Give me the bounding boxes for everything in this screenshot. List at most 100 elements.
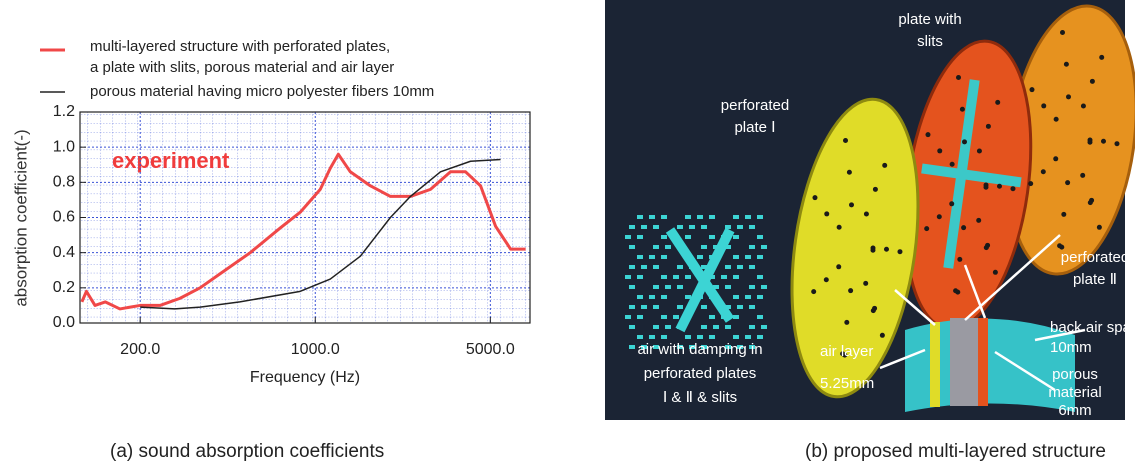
hole: [977, 148, 982, 153]
air-dot: [701, 305, 707, 309]
air-dot: [733, 235, 739, 239]
air-dot: [761, 245, 767, 249]
diagram-label: perforated: [721, 97, 789, 114]
x-tick-label: 5000.0: [466, 341, 515, 358]
air-dot: [709, 235, 715, 239]
air-dot: [757, 235, 763, 239]
hole: [1064, 62, 1069, 67]
hole: [812, 195, 817, 200]
air-dot: [737, 305, 743, 309]
air-dot: [685, 295, 691, 299]
air-dot: [677, 285, 683, 289]
air-dot: [685, 235, 691, 239]
air-dot: [653, 285, 659, 289]
air-dot: [733, 335, 739, 339]
legend-entry: porous material having micro polyester f…: [90, 81, 434, 102]
diagram-label: perforated plates: [644, 365, 757, 382]
diagram-label: Ⅰ & Ⅱ & slits: [663, 389, 737, 406]
hole: [1054, 117, 1059, 122]
hole: [880, 333, 885, 338]
air-dot: [745, 215, 751, 219]
air-dot: [649, 295, 655, 299]
diagram-label: 10mm: [1050, 339, 1092, 356]
hole: [870, 248, 875, 253]
air-dot: [629, 225, 635, 229]
hole: [824, 277, 829, 282]
air-dot: [673, 275, 679, 279]
hole: [997, 184, 1002, 189]
hole: [1101, 139, 1106, 144]
hole: [1065, 180, 1070, 185]
page: Frequency (Hz) absorption coefficient(-)…: [0, 0, 1135, 475]
hole: [960, 107, 965, 112]
diagram-label: porous: [1052, 366, 1098, 383]
air-dot: [697, 335, 703, 339]
air-dot: [697, 215, 703, 219]
air-dot: [653, 225, 659, 229]
hole: [962, 139, 967, 144]
air-dot: [757, 335, 763, 339]
hole: [844, 320, 849, 325]
air-dot: [749, 225, 755, 229]
hole: [849, 202, 854, 207]
air-dot: [637, 295, 643, 299]
air-dot: [629, 285, 635, 289]
x-axis-title: Frequency (Hz): [250, 369, 360, 386]
air-dot: [697, 255, 703, 259]
y-axis-title: absorption coefficient(-): [11, 129, 30, 306]
hole: [995, 100, 1000, 105]
hole: [986, 124, 991, 129]
air-dot: [757, 215, 763, 219]
air-dot: [653, 245, 659, 249]
hole: [937, 148, 942, 153]
hole: [924, 226, 929, 231]
y-tick-label: 0.4: [53, 244, 75, 261]
hole: [897, 249, 902, 254]
hole: [1010, 186, 1015, 191]
hole: [1099, 55, 1104, 60]
air-dot: [637, 315, 643, 319]
hole: [1081, 103, 1086, 108]
air-dot: [725, 285, 731, 289]
diagram-label: plate Ⅱ: [1073, 271, 1117, 288]
hole: [1066, 94, 1071, 99]
air-dot: [733, 215, 739, 219]
air-dot: [721, 275, 727, 279]
hole: [873, 187, 878, 192]
air-dot: [745, 295, 751, 299]
hole: [976, 218, 981, 223]
air-dot: [757, 275, 763, 279]
air-dot: [637, 255, 643, 259]
y-tick-label: 0.8: [53, 174, 75, 191]
air-dot: [757, 315, 763, 319]
hole: [950, 162, 955, 167]
air-dot: [733, 255, 739, 259]
air-dot: [653, 325, 659, 329]
air-dot: [649, 255, 655, 259]
hole: [1080, 173, 1085, 178]
air-dot: [761, 325, 767, 329]
hole: [925, 132, 930, 137]
air-dot: [709, 315, 715, 319]
air-dot: [637, 335, 643, 339]
air-dot: [625, 315, 631, 319]
hole: [1097, 225, 1102, 230]
hole: [863, 281, 868, 286]
air-dot: [665, 245, 671, 249]
diagram-label: slits: [917, 33, 943, 50]
hole: [811, 289, 816, 294]
caption: (b) proposed multi-layered structure: [805, 441, 1106, 462]
hole: [949, 201, 954, 206]
air-dot: [661, 275, 667, 279]
diagram-label: material: [1048, 384, 1101, 401]
air-dot: [709, 335, 715, 339]
hole: [983, 185, 988, 190]
air-dot: [637, 275, 643, 279]
hole: [1088, 200, 1093, 205]
diagram-label: 5.25mm: [820, 375, 874, 392]
air-dot: [677, 225, 683, 229]
air-dot: [629, 345, 635, 349]
y-tick-label: 0.0: [53, 314, 75, 331]
hole: [953, 288, 958, 293]
air-dot: [649, 335, 655, 339]
